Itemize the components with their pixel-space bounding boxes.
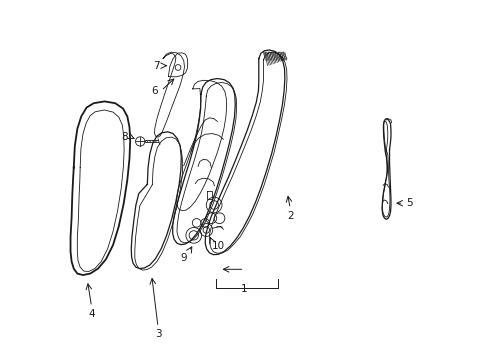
Text: 5: 5 [406,198,412,208]
Text: 9: 9 [180,253,187,263]
Text: 8: 8 [122,132,128,142]
Text: 6: 6 [151,86,158,96]
Text: 1: 1 [241,284,247,294]
Text: 2: 2 [286,211,293,221]
Text: 3: 3 [154,329,161,339]
Text: 4: 4 [88,309,95,319]
Text: 10: 10 [211,241,224,251]
Text: 7: 7 [153,61,160,71]
